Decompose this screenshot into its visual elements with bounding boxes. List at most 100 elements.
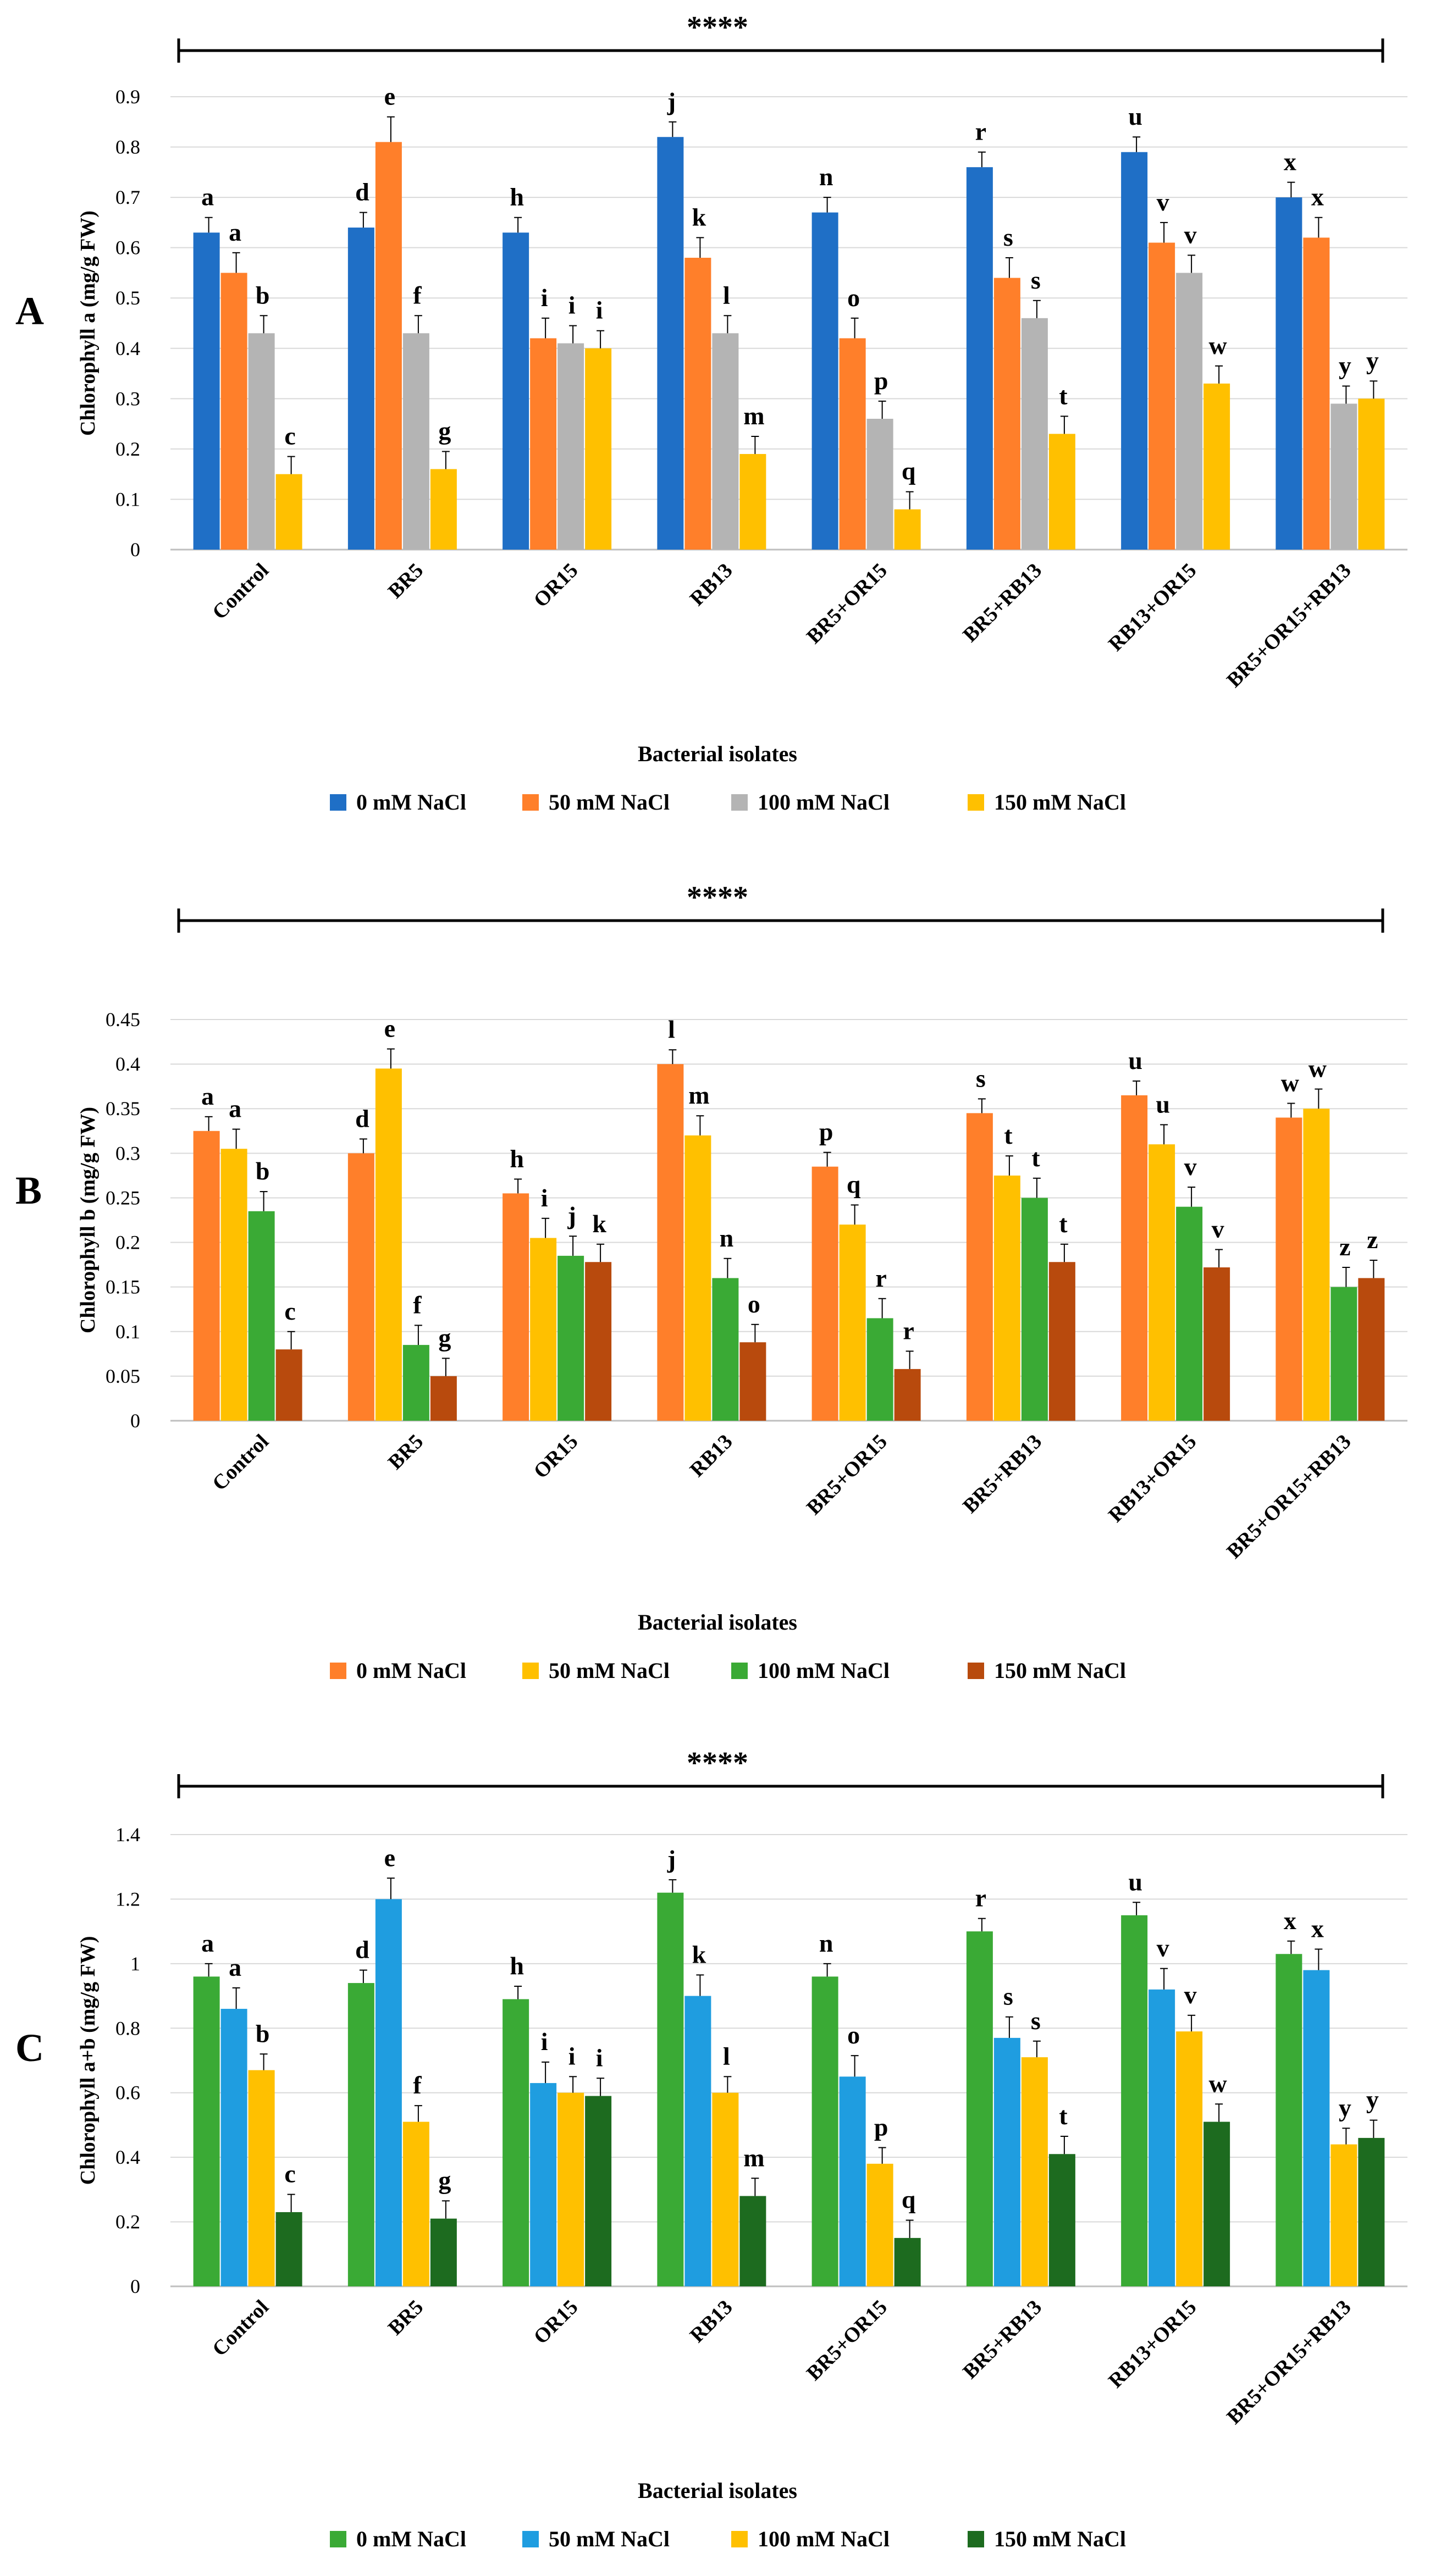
significance-stars: ****	[687, 10, 748, 45]
significance-letter: s	[1003, 1982, 1013, 2010]
y-tick-label: 0.3	[115, 387, 140, 409]
significance-letter: r	[903, 1316, 914, 1344]
y-tick-label: 0.6	[115, 2082, 140, 2104]
bar	[1303, 1970, 1330, 2286]
significance-letter: b	[256, 281, 270, 309]
significance-letter: u	[1156, 1090, 1170, 1118]
significance-letter: z	[1367, 1226, 1378, 1254]
bar	[1358, 398, 1385, 550]
significance-letter: e	[384, 1015, 395, 1043]
significance-letter: s	[1003, 223, 1013, 251]
significance-letter: y	[1339, 351, 1351, 379]
legend-label: 100 mM NaCl	[758, 1658, 890, 1683]
bar	[684, 1996, 711, 2286]
significance-stars: ****	[687, 1746, 748, 1780]
significance-letter: w	[1308, 1055, 1327, 1083]
category-label: OR15	[529, 1430, 583, 1483]
bar	[402, 2121, 429, 2286]
significance-letter: v	[1157, 1934, 1169, 1962]
bar	[712, 1278, 739, 1421]
category-label: RB13	[686, 1430, 737, 1482]
category-label: RB13	[686, 2296, 737, 2347]
significance-letter: v	[1184, 220, 1197, 248]
significance-letter: r	[875, 1264, 886, 1292]
significance-letter: i	[541, 1184, 548, 1212]
y-tick-label: 0.4	[115, 337, 140, 359]
legend-label: 50 mM NaCl	[549, 1658, 670, 1683]
significance-letter: q	[902, 2186, 916, 2214]
significance-letter: w	[1209, 2069, 1227, 2097]
significance-letter: u	[1128, 1046, 1142, 1074]
significance-letter: p	[874, 2113, 888, 2141]
bar	[193, 232, 220, 550]
panel-letter: B	[15, 1168, 42, 1212]
bar	[866, 1318, 893, 1421]
significance-letter: t	[1059, 381, 1068, 409]
bar	[1176, 1206, 1203, 1421]
significance-letter: d	[355, 1936, 369, 1964]
bar	[712, 333, 739, 550]
bar	[585, 2096, 612, 2286]
significance-letter: x	[1284, 1907, 1296, 1935]
significance-letter: h	[510, 1144, 524, 1172]
bar	[248, 2070, 275, 2286]
category-label: BR5+RB13	[958, 559, 1046, 647]
bar	[966, 1113, 993, 1421]
legend-swatch	[968, 794, 984, 811]
significance-letter: g	[438, 1323, 451, 1351]
y-tick-label: 0.2	[115, 2211, 140, 2233]
significance-letter: j	[667, 1845, 676, 1873]
category-label: RB13+OR15	[1104, 559, 1201, 656]
significance-letter: x	[1311, 183, 1324, 211]
bar	[993, 1175, 1020, 1421]
significance-letter: w	[1209, 331, 1227, 359]
bar	[1203, 1267, 1230, 1421]
significance-letter: v	[1184, 1153, 1197, 1181]
bar	[811, 212, 838, 550]
bar	[1303, 237, 1330, 550]
chart-panel-a: A **** 0 0.1 0.2 0.3 0.4 0.5 0.6 0.7 0.8 0.9 Chlorop…	[15, 10, 1407, 815]
category-label: BR5+OR15+RB13	[1222, 559, 1355, 692]
bar	[1121, 1915, 1148, 2286]
bar	[275, 474, 302, 550]
category-label: BR5+OR15	[802, 559, 892, 649]
significance-letter: l	[723, 281, 730, 309]
bar	[1149, 1989, 1175, 2286]
significance-letter: d	[355, 1104, 369, 1132]
bar	[347, 228, 374, 550]
significance-letter: n	[720, 1224, 734, 1252]
bar	[1176, 2031, 1203, 2286]
legend-label: 0 mM NaCl	[356, 2527, 466, 2551]
legend-swatch	[968, 1663, 984, 1679]
significance-letter: a	[201, 1929, 214, 1957]
bar	[503, 1193, 529, 1421]
bar	[684, 1135, 711, 1421]
significance-letter: i	[596, 296, 603, 324]
category-label: BR5+OR15+RB13	[1222, 2296, 1355, 2429]
significance-letter: j	[667, 87, 676, 115]
y-tick-label: 1.4	[115, 1824, 140, 1846]
significance-letter: r	[975, 1884, 986, 1912]
bar	[375, 1068, 402, 1421]
significance-letter: l	[723, 2042, 730, 2070]
bar	[375, 142, 402, 550]
bar	[1021, 2057, 1048, 2286]
bar	[993, 278, 1020, 550]
y-tick-label: 0.25	[106, 1187, 140, 1209]
bar	[811, 1166, 838, 1421]
bar	[657, 137, 684, 550]
bar	[1021, 1198, 1048, 1421]
bar	[894, 1369, 921, 1421]
bar	[1048, 434, 1075, 550]
bar	[1121, 1095, 1148, 1421]
category-label: BR5	[384, 2296, 428, 2340]
bar	[811, 1976, 838, 2286]
significance-letter: u	[1128, 1868, 1142, 1896]
category-label: OR15	[529, 2296, 583, 2349]
bar	[347, 1153, 374, 1421]
y-tick-label: 0.7	[115, 186, 140, 208]
legend-label: 100 mM NaCl	[758, 790, 890, 815]
y-tick-label: 0.2	[115, 1232, 140, 1254]
legend-swatch	[522, 1663, 539, 1679]
panel-letter: A	[15, 289, 44, 333]
